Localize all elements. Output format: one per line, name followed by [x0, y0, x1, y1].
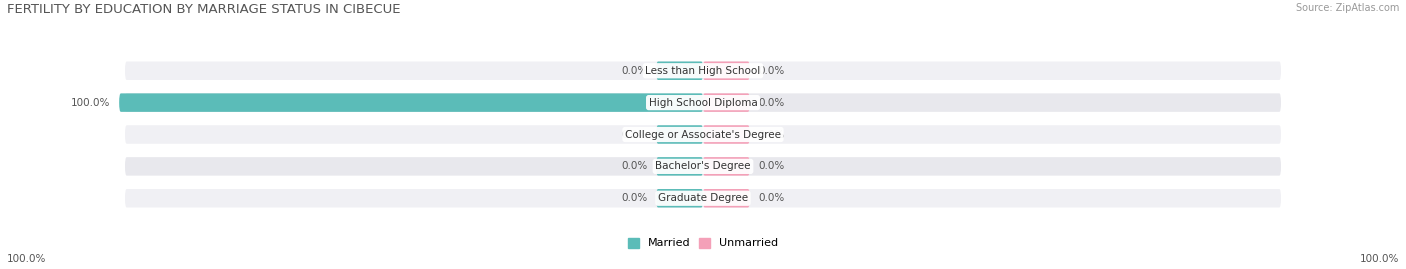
- FancyBboxPatch shape: [125, 125, 1281, 144]
- FancyBboxPatch shape: [657, 157, 703, 176]
- FancyBboxPatch shape: [657, 189, 703, 207]
- Text: FERTILITY BY EDUCATION BY MARRIAGE STATUS IN CIBECUE: FERTILITY BY EDUCATION BY MARRIAGE STATU…: [7, 3, 401, 16]
- Text: 0.0%: 0.0%: [621, 193, 648, 203]
- FancyBboxPatch shape: [703, 62, 749, 80]
- Text: Graduate Degree: Graduate Degree: [658, 193, 748, 203]
- Legend: Married, Unmarried: Married, Unmarried: [623, 233, 783, 253]
- Text: 0.0%: 0.0%: [621, 161, 648, 171]
- FancyBboxPatch shape: [657, 125, 703, 144]
- Text: Source: ZipAtlas.com: Source: ZipAtlas.com: [1295, 3, 1399, 13]
- Text: 0.0%: 0.0%: [621, 66, 648, 76]
- FancyBboxPatch shape: [120, 93, 703, 112]
- FancyBboxPatch shape: [125, 62, 1281, 80]
- FancyBboxPatch shape: [125, 93, 1281, 112]
- FancyBboxPatch shape: [125, 189, 1281, 207]
- Text: 100.0%: 100.0%: [1360, 254, 1399, 264]
- FancyBboxPatch shape: [657, 62, 703, 80]
- Text: Bachelor's Degree: Bachelor's Degree: [655, 161, 751, 171]
- FancyBboxPatch shape: [703, 189, 749, 207]
- Text: High School Diploma: High School Diploma: [648, 98, 758, 108]
- FancyBboxPatch shape: [703, 93, 749, 112]
- Text: 0.0%: 0.0%: [758, 98, 785, 108]
- Text: 100.0%: 100.0%: [72, 98, 111, 108]
- Text: 0.0%: 0.0%: [758, 66, 785, 76]
- FancyBboxPatch shape: [125, 157, 1281, 176]
- FancyBboxPatch shape: [703, 125, 749, 144]
- Text: 0.0%: 0.0%: [758, 193, 785, 203]
- Text: 0.0%: 0.0%: [758, 161, 785, 171]
- Text: 100.0%: 100.0%: [7, 254, 46, 264]
- FancyBboxPatch shape: [703, 157, 749, 176]
- Text: 0.0%: 0.0%: [621, 129, 648, 140]
- Text: 0.0%: 0.0%: [758, 129, 785, 140]
- Text: Less than High School: Less than High School: [645, 66, 761, 76]
- Text: College or Associate's Degree: College or Associate's Degree: [626, 129, 780, 140]
